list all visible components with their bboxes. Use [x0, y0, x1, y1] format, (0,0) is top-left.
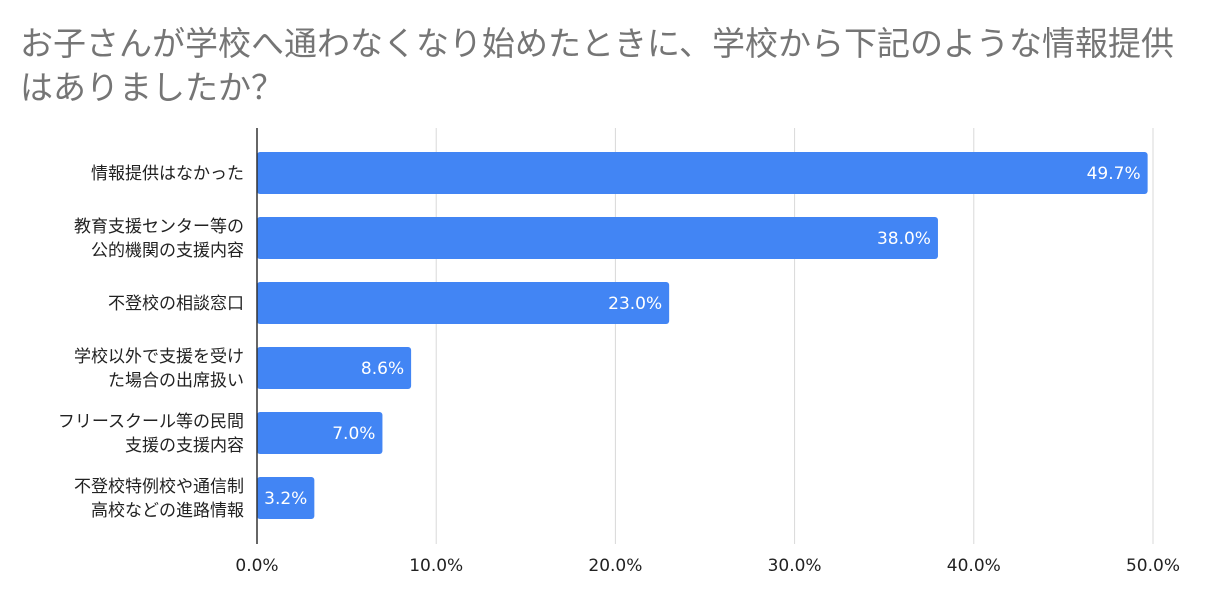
bar[interactable] [257, 347, 412, 389]
data-label: 7.0% [332, 424, 375, 444]
category-label: 学校以外で支援を受け [74, 347, 244, 367]
x-tick-label: 10.0% [409, 556, 463, 576]
category-label: 高校などの進路情報 [91, 501, 244, 521]
category-label: 教育支援センター等の [74, 217, 244, 237]
x-tick-label: 50.0% [1126, 556, 1180, 576]
bar[interactable] [257, 477, 315, 519]
category-label: た場合の出席扱い [108, 371, 244, 391]
x-tick-label: 20.0% [588, 556, 642, 576]
category-label: 不登校特例校や通信制 [74, 477, 244, 497]
bar[interactable] [257, 412, 383, 454]
data-label: 3.2% [264, 489, 307, 509]
x-tick-label: 0.0% [235, 556, 278, 576]
x-tick-label: 30.0% [768, 556, 822, 576]
bar[interactable] [257, 217, 938, 259]
data-label: 23.0% [608, 294, 662, 314]
data-label: 38.0% [877, 229, 931, 249]
bar[interactable] [257, 282, 670, 324]
category-label: 不登校の相談窓口 [108, 294, 244, 314]
category-label: フリースクール等の民間 [58, 412, 244, 432]
x-tick-label: 40.0% [947, 556, 1001, 576]
bar[interactable] [257, 152, 1148, 194]
category-label: 公的機関の支援内容 [91, 241, 244, 261]
data-label: 49.7% [1087, 164, 1141, 184]
data-label: 8.6% [361, 359, 404, 379]
category-label: 情報提供はなかった [91, 164, 244, 184]
chart-title: お子さんが学校へ通わなくなり始めたときに、学校から下記のような情報提供はありまし… [20, 24, 1175, 107]
category-label: 支援の支援内容 [125, 436, 244, 456]
